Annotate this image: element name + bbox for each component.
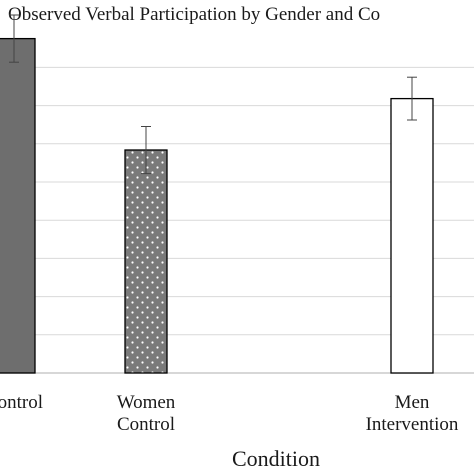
bars	[0, 37, 434, 374]
bar-1	[124, 149, 168, 374]
x-axis-label: Condition	[232, 446, 320, 471]
category-label-1: Women Control	[117, 392, 176, 435]
chart-title: Observed Verbal Participation by Gender …	[8, 4, 380, 25]
error-bar-1	[141, 126, 151, 175]
bar-2	[390, 97, 434, 374]
category-label-0: Control	[0, 392, 43, 413]
category-label-2: Men Intervention	[366, 392, 459, 435]
bar-0	[0, 37, 36, 374]
error-bar-2	[407, 76, 417, 121]
error-bars	[9, 14, 417, 175]
error-bar-0	[9, 14, 19, 63]
